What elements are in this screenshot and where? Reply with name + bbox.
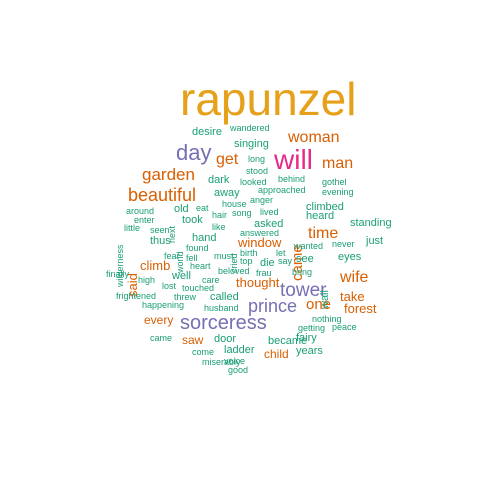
word-gothel: gothel xyxy=(322,177,347,187)
word-old: old xyxy=(174,203,189,215)
word-touched: touched xyxy=(182,283,215,293)
word-top: top xyxy=(240,256,253,266)
word-say: say xyxy=(278,256,293,266)
word-birth: birth xyxy=(240,248,258,258)
word-prince: prince xyxy=(248,296,298,316)
word-wanted: wanted xyxy=(294,241,324,251)
word-hair: hair xyxy=(212,210,228,220)
word-heart: heart xyxy=(190,261,211,271)
word-frau: frau xyxy=(256,268,272,278)
word-approached: approached xyxy=(258,185,306,195)
word-stood: stood xyxy=(246,166,269,176)
word-bring: bring xyxy=(292,267,313,277)
word-eat: eat xyxy=(196,203,209,213)
word-man: man xyxy=(322,155,354,172)
word-finally: finally xyxy=(106,269,130,279)
word-see: see xyxy=(296,253,314,265)
word-long: long xyxy=(248,154,266,164)
word-getting: getting xyxy=(298,323,326,333)
word-fell: fell xyxy=(186,253,198,263)
word-standing: standing xyxy=(350,217,392,229)
word-like: like xyxy=(212,222,226,232)
word-high: high xyxy=(138,275,156,285)
word-singing: singing xyxy=(234,138,269,150)
word-thought: thought xyxy=(236,275,280,290)
word-die: die xyxy=(260,257,275,269)
word-answered: answered xyxy=(240,228,280,238)
word-voice: voice xyxy=(224,356,246,366)
word-little: little xyxy=(124,223,141,233)
word-behind: behind xyxy=(278,174,306,184)
word-come: come xyxy=(192,347,215,357)
word-every: every xyxy=(144,313,174,327)
word-wilderness: wilderness xyxy=(115,244,125,287)
word-looked: looked xyxy=(240,177,267,187)
word-came: came xyxy=(150,333,173,343)
word-must: must xyxy=(214,251,234,261)
word-ladder: ladder xyxy=(224,344,255,356)
word-thus: thus xyxy=(150,235,171,247)
word-called: called xyxy=(210,291,239,303)
word-house: house xyxy=(222,199,247,209)
word-found: found xyxy=(186,243,209,253)
word-window: window xyxy=(238,235,282,250)
word-lost: lost xyxy=(162,281,177,291)
word-time: time xyxy=(308,225,339,242)
word-good: good xyxy=(228,365,249,375)
word-child: child xyxy=(264,347,289,361)
word-happening: happening xyxy=(142,300,185,310)
word-asked: asked xyxy=(254,218,284,230)
word-seen: seen xyxy=(150,225,170,235)
word-will: will xyxy=(274,144,313,175)
word-lived: lived xyxy=(260,207,279,217)
word-hand: hand xyxy=(192,232,217,244)
word-well: well xyxy=(172,270,191,282)
word-just: just xyxy=(366,235,384,247)
word-around: around xyxy=(126,206,155,216)
word-wandered: wandered xyxy=(230,123,270,133)
word-nothing: nothing xyxy=(312,314,342,324)
word-eyes: eyes xyxy=(338,251,362,263)
word-peace: peace xyxy=(332,322,357,332)
word-fear: fear xyxy=(164,251,180,261)
word-let: let xyxy=(276,248,286,258)
word-beloved: beloved xyxy=(218,266,250,276)
word-climb: climb xyxy=(140,258,171,273)
word-wall: wall xyxy=(319,290,331,309)
word-never: never xyxy=(332,239,355,249)
word-husband: husband xyxy=(204,303,239,313)
word-away: away xyxy=(214,187,240,199)
word-saw: saw xyxy=(182,333,204,347)
word-threw: threw xyxy=(174,292,197,302)
word-took: took xyxy=(182,214,203,226)
word-forest: forest xyxy=(344,301,377,316)
word-dark: dark xyxy=(208,174,230,186)
word-climbed: climbed xyxy=(306,201,344,213)
word-tower: tower xyxy=(280,280,327,301)
word-miserably: miserably xyxy=(202,357,241,367)
word-door: door xyxy=(214,333,237,345)
word-take: take xyxy=(340,289,365,304)
word-frightened: frightened xyxy=(116,291,157,301)
word-became: became xyxy=(268,335,308,347)
word-one: one xyxy=(306,296,332,313)
word-get: get xyxy=(216,151,239,168)
word-sorceress: sorceress xyxy=(180,312,267,334)
word-garden: garden xyxy=(142,165,195,184)
word-desire: desire xyxy=(192,126,222,138)
word-song: song xyxy=(232,208,252,218)
word-heard: heard xyxy=(306,210,335,222)
word-woman: woman xyxy=(288,129,340,146)
word-years: years xyxy=(296,345,323,357)
word-beautiful: beautiful xyxy=(128,185,197,205)
word-wife: wife xyxy=(340,269,369,286)
word-day: day xyxy=(176,140,212,165)
word-fairy: fairy xyxy=(296,332,317,344)
word-care: care xyxy=(202,275,220,285)
word-evening: evening xyxy=(322,187,354,197)
word-anger: anger xyxy=(250,195,274,205)
word-rapunzel: rapunzel xyxy=(180,73,357,125)
word-enter: enter xyxy=(134,215,155,225)
